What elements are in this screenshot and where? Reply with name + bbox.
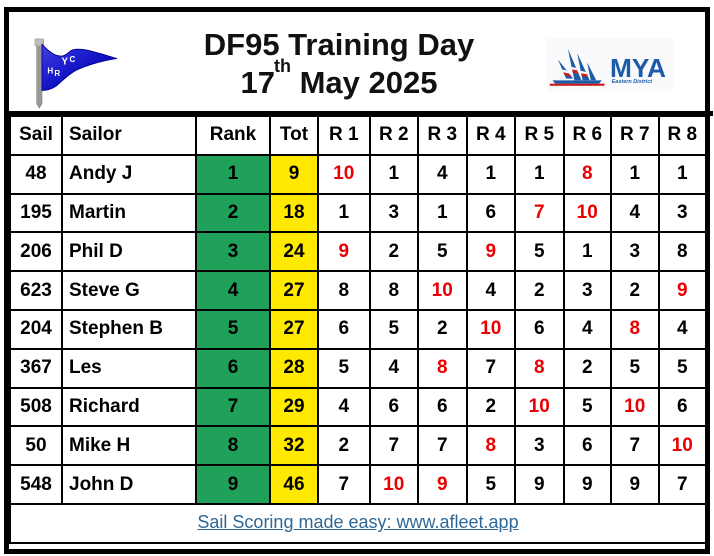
svg-text:C: C bbox=[70, 55, 76, 64]
svg-text:R: R bbox=[54, 69, 60, 78]
svg-text:H: H bbox=[47, 67, 53, 76]
svg-text:Y: Y bbox=[62, 57, 69, 68]
svg-text:Eastern District: Eastern District bbox=[612, 79, 654, 85]
